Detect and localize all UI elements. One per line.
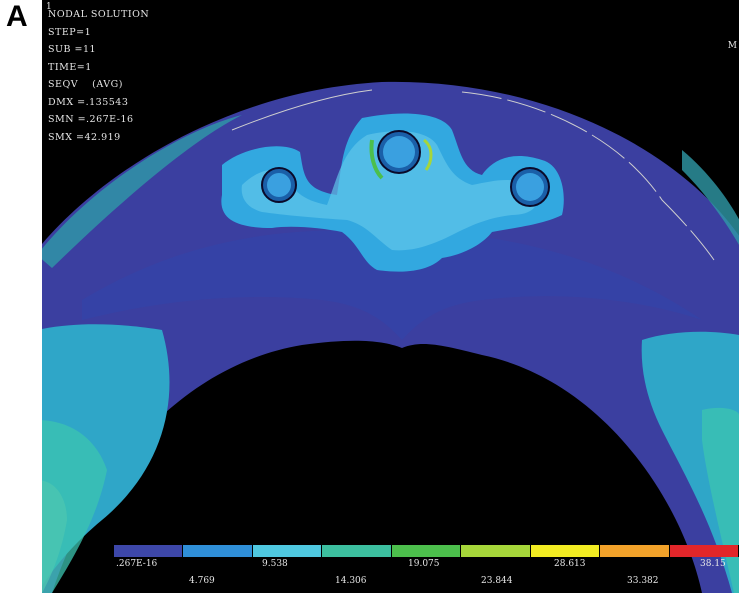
legend-label-1: 4.769 — [189, 576, 215, 586]
implant-center-core — [383, 136, 415, 168]
info-title: NODAL SOLUTION — [48, 9, 150, 20]
legend-swatch-8 — [669, 545, 739, 557]
right-condyle-zone — [641, 331, 739, 593]
legend-label-0: .267E-16 — [116, 559, 158, 569]
legend-label-5: 23.844 — [481, 576, 513, 586]
left-rim — [42, 115, 242, 268]
legend-label-6: 28.613 — [554, 559, 586, 569]
peri-implant-zone-light — [241, 131, 539, 251]
info-time: TIME=1 — [48, 61, 92, 73]
legend-swatch-6 — [530, 545, 601, 557]
window-number: 1 — [46, 2, 52, 12]
info-sub: SUB =11 — [48, 44, 97, 55]
stress-hotspot — [369, 139, 384, 180]
info-step: STEP=1 — [48, 26, 92, 38]
legend-label-7: 33.382 — [627, 576, 659, 586]
implant-left-core — [267, 173, 291, 197]
info-dmx: DMX =.135543 — [48, 96, 129, 108]
legend-label-8: 38.15 — [700, 559, 726, 569]
legend-swatch-7 — [600, 545, 670, 557]
legend-swatch-5 — [461, 545, 531, 557]
legend-swatch-0 — [114, 545, 184, 557]
stress-contour-plot — [42, 81, 739, 593]
mandible-arch — [42, 81, 739, 593]
solution-info: NODAL SOLUTION STEP=1 SUB =11 TIME=1 SEQ… — [48, 6, 149, 146]
corner-label: M — [727, 41, 737, 51]
arch-inner-shade — [82, 230, 702, 340]
info-smx: SMX =42.919 — [48, 131, 121, 143]
fem-viewport[interactable]: 1 M NODAL SOLUTION STEP=1 SUB =11 TIME=1… — [42, 0, 739, 593]
legend-label-3: 14.306 — [335, 576, 367, 586]
legend-color-bar — [114, 545, 739, 557]
info-smn: SMN =.267E-16 — [48, 114, 134, 125]
legend-swatch-1 — [183, 545, 253, 557]
legend-label-2: 9.538 — [262, 559, 288, 569]
legend-swatch-2 — [252, 545, 323, 557]
right-rim — [682, 150, 739, 245]
panel-label: A — [6, 0, 28, 33]
implant-right-core — [516, 173, 544, 201]
legend-swatch-3 — [322, 545, 392, 557]
color-legend: .267E-16 9.538 19.075 28.613 38.15 4.769… — [114, 545, 739, 593]
legend-label-4: 19.075 — [408, 559, 440, 569]
info-seqv: SEQV (AVG) — [48, 79, 123, 90]
legend-swatch-4 — [391, 545, 462, 557]
stress-hotspot-right — [422, 138, 433, 171]
